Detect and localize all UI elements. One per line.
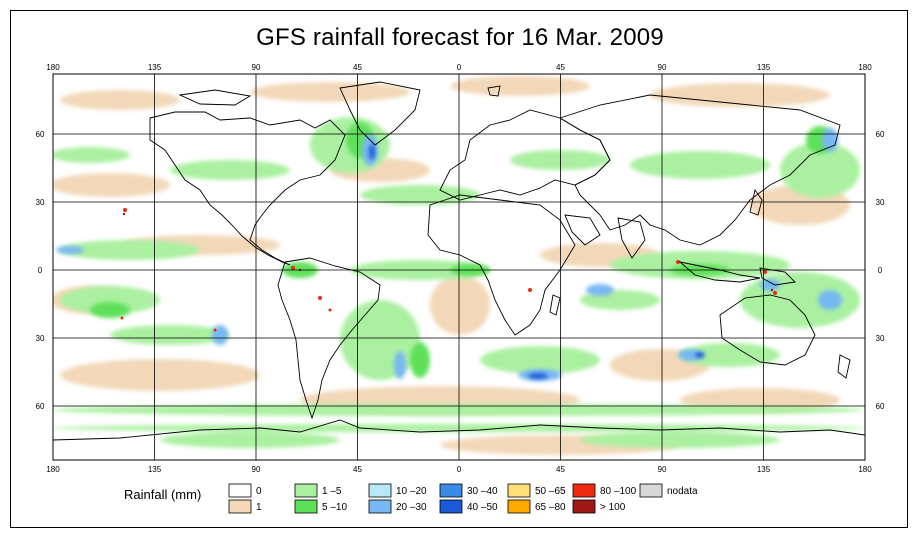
rain-band-20-30 bbox=[56, 128, 842, 381]
lat-tick-left: 0 bbox=[38, 266, 43, 275]
lon-tick-top: 0 bbox=[457, 63, 462, 72]
lat-tick-left: 30 bbox=[36, 334, 45, 343]
australia-outline bbox=[719, 294, 816, 366]
lat-tick-right: 60 bbox=[876, 402, 885, 411]
lon-tick-bottom: 180 bbox=[46, 465, 60, 474]
lat-tick-right: 30 bbox=[876, 334, 885, 343]
north-america-outline bbox=[149, 111, 346, 266]
figure-frame bbox=[10, 10, 908, 528]
lon-tick-bottom: 0 bbox=[457, 465, 462, 474]
lat-ticks-right: 60 30 0 30 60 bbox=[876, 130, 885, 411]
map-title: GFS rainfall forecast for 16 Mar. 2009 bbox=[256, 24, 664, 51]
lon-tick-top: 90 bbox=[252, 63, 261, 72]
lat-tick-left: 60 bbox=[36, 130, 45, 139]
lon-tick-top: 45 bbox=[353, 63, 362, 72]
rain-band-80-100 bbox=[120, 208, 777, 332]
rain-band-40-50 bbox=[369, 144, 705, 379]
greenland-outline bbox=[339, 81, 421, 146]
lon-tick-top: 135 bbox=[148, 63, 162, 72]
lon-tick-bottom: 45 bbox=[556, 465, 565, 474]
lon-tick-bottom: 45 bbox=[353, 465, 362, 474]
lat-tick-left: 60 bbox=[36, 402, 45, 411]
lon-tick-bottom: 90 bbox=[658, 465, 667, 474]
rain-band-light bbox=[53, 76, 850, 455]
arabia-outline bbox=[564, 214, 601, 246]
lat-tick-left: 30 bbox=[36, 198, 45, 207]
japan-outline bbox=[749, 188, 763, 216]
lat-tick-right: 60 bbox=[876, 130, 885, 139]
lon-tick-bottom: 135 bbox=[757, 465, 771, 474]
lon-tick-bottom: 90 bbox=[252, 465, 261, 474]
coastlines bbox=[53, 81, 865, 441]
south-america-outline bbox=[277, 257, 381, 420]
lon-tick-top: 45 bbox=[556, 63, 565, 72]
new-guinea-outline bbox=[759, 267, 796, 286]
graticule bbox=[53, 74, 865, 460]
asia-outline bbox=[558, 94, 841, 246]
lon-tick-top: 180 bbox=[858, 63, 872, 72]
indonesia-outline bbox=[678, 261, 761, 283]
lon-tick-top: 180 bbox=[46, 63, 60, 72]
lon-tick-bottom: 180 bbox=[858, 465, 872, 474]
lat-tick-right: 0 bbox=[878, 266, 883, 275]
africa-outline bbox=[427, 194, 576, 336]
rain-band-over-100 bbox=[122, 212, 774, 292]
antarctica-outline bbox=[53, 419, 865, 441]
lon-tick-top: 135 bbox=[757, 63, 771, 72]
lon-ticks-bottom: 180 135 90 45 0 45 90 135 180 bbox=[46, 465, 872, 474]
madagascar-outline bbox=[549, 294, 561, 316]
lon-tick-top: 90 bbox=[658, 63, 667, 72]
lon-tick-bottom: 135 bbox=[148, 465, 162, 474]
arctic-islands-outline bbox=[178, 89, 252, 106]
lat-ticks-left: 60 30 0 30 60 bbox=[36, 130, 45, 411]
lon-ticks-top: 180 135 90 45 0 45 90 135 180 bbox=[46, 63, 872, 72]
lat-tick-right: 30 bbox=[876, 198, 885, 207]
india-outline bbox=[617, 217, 646, 259]
svalbard-outline bbox=[487, 85, 501, 97]
new-zealand-outline bbox=[837, 354, 851, 379]
map-border bbox=[52, 73, 866, 461]
